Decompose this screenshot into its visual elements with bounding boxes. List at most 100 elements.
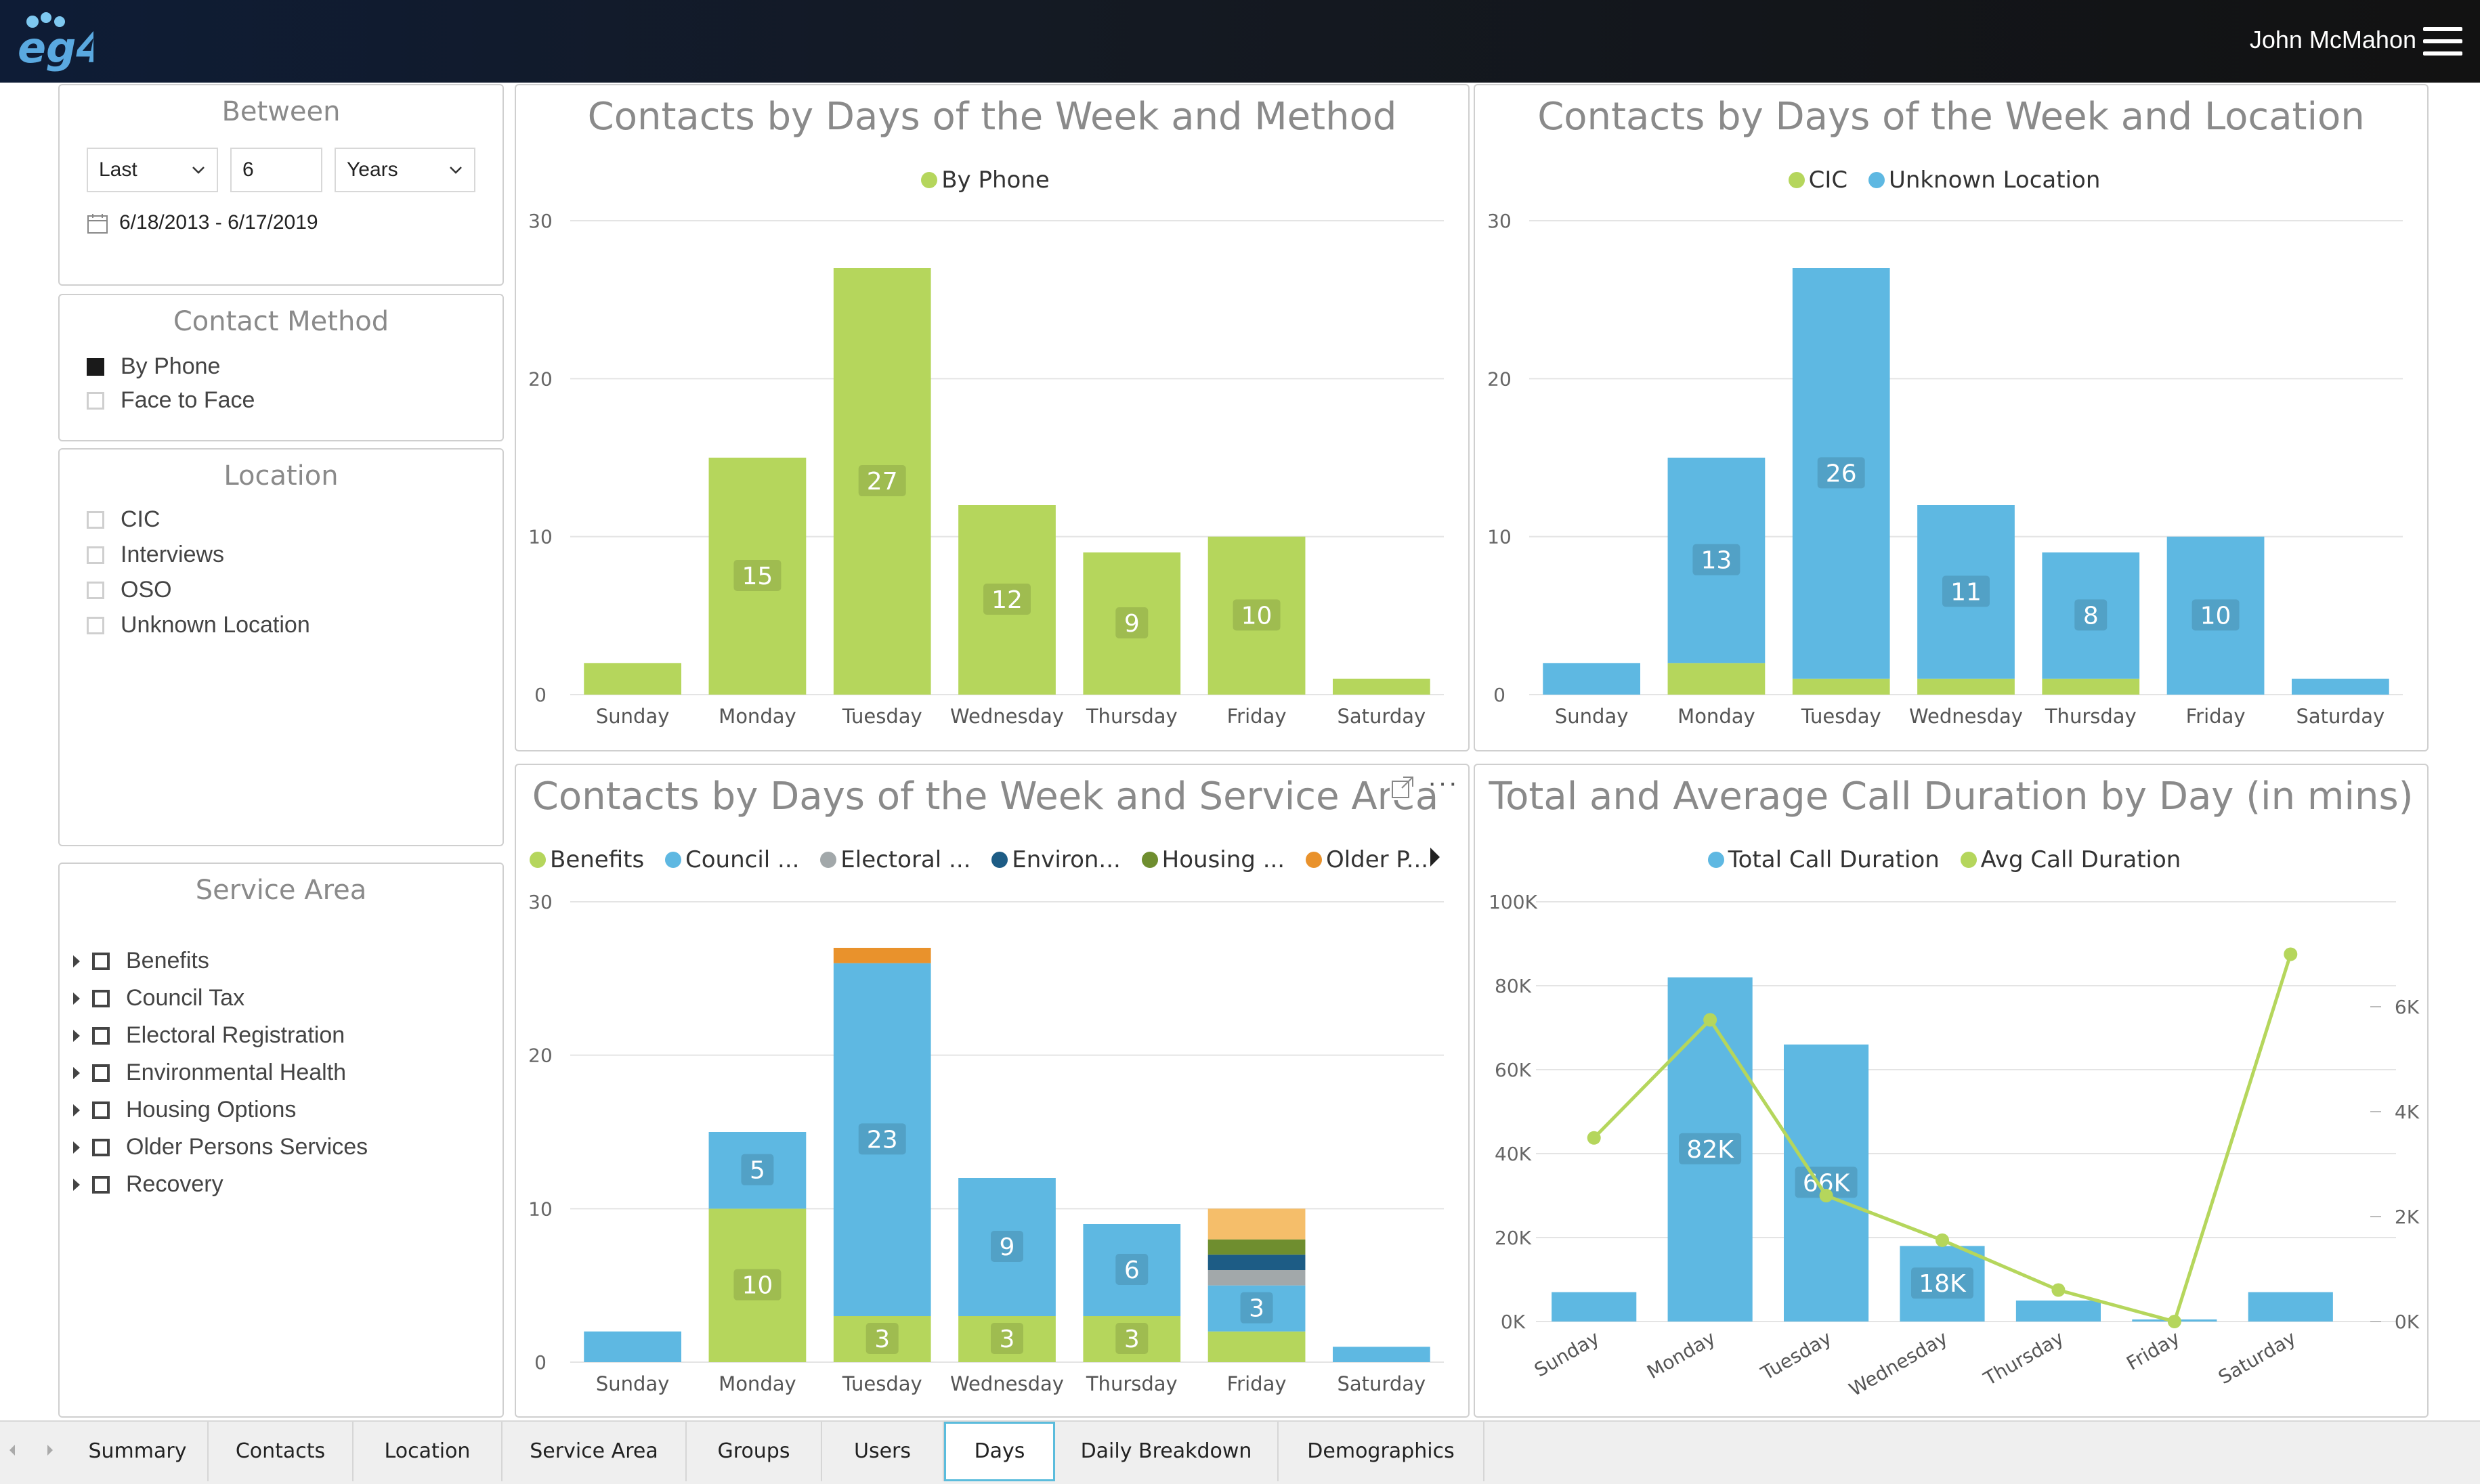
tree-item-recovery[interactable]: Recovery: [73, 1171, 223, 1198]
data-label: 18K: [1919, 1270, 1967, 1298]
legend-next-arrow-icon[interactable]: [1430, 848, 1440, 867]
tree-item-older-persons[interactable]: Older Persons Services: [73, 1134, 368, 1160]
legend-item[interactable]: Electoral ...: [820, 846, 970, 873]
user-name[interactable]: John McMahon: [2249, 26, 2416, 53]
data-label-bg: [733, 1269, 782, 1301]
location-option-cic[interactable]: CIC: [87, 506, 161, 533]
legend-dot: [921, 172, 938, 188]
more-options-icon[interactable]: ···: [1428, 768, 1459, 798]
location-option-interviews[interactable]: Interviews: [87, 542, 224, 568]
tree-item-label: Housing Options: [126, 1097, 297, 1122]
hamburger-menu-icon[interactable]: [2423, 27, 2462, 56]
eg4-logo[interactable]: eg4: [12, 7, 93, 74]
tab-contacts[interactable]: Contacts: [209, 1422, 354, 1481]
expand-arrow-icon[interactable]: [73, 1178, 80, 1191]
data-label-bg: [2074, 599, 2108, 631]
avg-duration-point: [1936, 1233, 1949, 1247]
bar: [2248, 1292, 2333, 1322]
y-tick-label: 0K: [1501, 1311, 1526, 1333]
avg-duration-point: [1587, 1131, 1601, 1145]
location-option-oso[interactable]: OSO: [87, 577, 172, 603]
period-unit-value: Years: [347, 158, 398, 181]
method-option-by-phone[interactable]: By Phone: [87, 353, 220, 380]
period-mode-select[interactable]: Last: [87, 148, 218, 192]
tab-days[interactable]: Days: [944, 1422, 1055, 1481]
data-label: 10: [742, 1272, 773, 1300]
checkbox[interactable]: [92, 952, 110, 970]
data-label-bg: [991, 1323, 1023, 1354]
legend-dot: [820, 852, 837, 868]
bar: [1543, 663, 1641, 695]
x-tick-label: Friday: [2186, 705, 2246, 728]
checkbox[interactable]: [92, 989, 110, 1007]
x-tick-label: Sunday: [596, 705, 670, 728]
expand-arrow-icon[interactable]: [73, 955, 80, 967]
checkbox[interactable]: [92, 1026, 110, 1045]
checkbox[interactable]: [87, 581, 104, 599]
legend-item[interactable]: By Phone: [921, 167, 1050, 194]
expand-arrow-icon[interactable]: [73, 1104, 80, 1116]
data-label: 3: [874, 1326, 890, 1353]
bar: [584, 1331, 682, 1362]
period-amount-input[interactable]: 6: [230, 148, 322, 192]
bar: [1083, 552, 1181, 695]
legend-item[interactable]: CIC: [1788, 167, 1847, 194]
checkbox-checked[interactable]: [87, 357, 104, 376]
legend-item[interactable]: Total Call Duration: [1707, 846, 1940, 873]
tree-item-council-tax[interactable]: Council Tax: [73, 985, 244, 1011]
legend-dot: [664, 852, 681, 868]
x-tick-label: Saturday: [1338, 705, 1426, 728]
bar: [1083, 1224, 1181, 1316]
location-option-unknown[interactable]: Unknown Location: [87, 612, 310, 638]
legend-dot: [991, 852, 1008, 868]
chart-legend: Total Call Duration Avg Call Duration: [1475, 846, 2427, 874]
tree-item-environmental[interactable]: Environmental Health: [73, 1060, 346, 1086]
tab-demographics[interactable]: Demographics: [1279, 1422, 1484, 1481]
tree-item-electoral[interactable]: Electoral Registration: [73, 1022, 345, 1049]
legend-item[interactable]: Older P...: [1305, 846, 1428, 873]
legend-item[interactable]: Council ...: [664, 846, 799, 873]
checkbox[interactable]: [92, 1138, 110, 1156]
tree-item-label: Council Tax: [126, 985, 245, 1011]
expand-arrow-icon[interactable]: [73, 1066, 80, 1079]
checkbox[interactable]: [92, 1175, 110, 1194]
tab-service-area[interactable]: Service Area: [503, 1422, 687, 1481]
data-label-bg: [1240, 1292, 1273, 1324]
expand-arrow-icon[interactable]: [73, 1029, 80, 1042]
checkbox[interactable]: [92, 1101, 110, 1119]
tab-users[interactable]: Users: [822, 1422, 944, 1481]
tree-item-housing[interactable]: Housing Options: [73, 1097, 296, 1123]
checkbox[interactable]: [87, 546, 104, 564]
expand-arrow-icon[interactable]: [73, 992, 80, 1005]
checkbox[interactable]: [87, 510, 104, 529]
tab-summary[interactable]: Summary: [68, 1422, 209, 1481]
tab-scroll-right-icon[interactable]: [47, 1445, 53, 1456]
expand-arrow-icon[interactable]: [73, 1141, 80, 1154]
legend-item[interactable]: Environ...: [991, 846, 1121, 873]
tree-item-label: Electoral Registration: [126, 1022, 345, 1048]
tab-daily-breakdown[interactable]: Daily Breakdown: [1055, 1422, 1279, 1481]
tab-location[interactable]: Location: [354, 1422, 503, 1481]
expand-icon[interactable]: [1390, 774, 1415, 800]
checkbox[interactable]: [92, 1064, 110, 1082]
bar: [584, 663, 682, 695]
data-label: 8: [2083, 602, 2099, 630]
data-label-bg: [1679, 1133, 1742, 1164]
legend-item[interactable]: Avg Call Duration: [1960, 846, 2181, 873]
chart-title: Contacts by Days of the Week and Locatio…: [1537, 95, 2365, 139]
tab-scroll-left-icon[interactable]: [9, 1445, 15, 1456]
legend-item[interactable]: Unknown Location: [1868, 167, 2100, 194]
y-tick-label: 30: [528, 891, 553, 913]
data-label-bg: [1233, 599, 1281, 631]
tab-groups[interactable]: Groups: [687, 1422, 822, 1481]
method-option-face-to-face[interactable]: Face to Face: [87, 387, 255, 414]
x-tick-label: Wednesday: [1909, 705, 2023, 728]
checkbox[interactable]: [87, 616, 104, 634]
legend-item[interactable]: Benefits: [530, 846, 644, 873]
tree-item-benefits[interactable]: Benefits: [73, 948, 209, 974]
calendar-icon[interactable]: [87, 213, 108, 234]
checkbox[interactable]: [87, 391, 104, 410]
legend-item[interactable]: Housing ...: [1141, 846, 1285, 873]
period-unit-select[interactable]: Years: [335, 148, 475, 192]
tree-item-label: Environmental Health: [126, 1060, 347, 1085]
